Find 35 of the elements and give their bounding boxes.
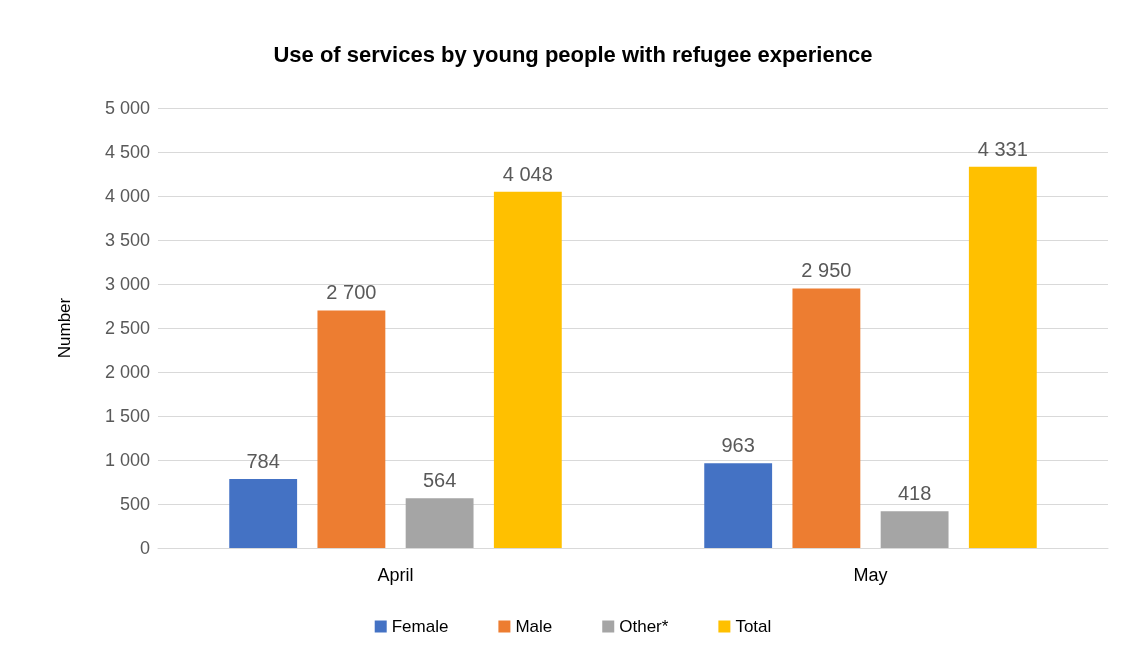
data-label: 4 331 (977, 137, 1028, 160)
bar (968, 166, 1037, 548)
data-label: 564 (422, 469, 457, 492)
y-tick-label: 0 (139, 538, 150, 558)
legend-label: Female (391, 617, 449, 636)
y-tick-label: 5 000 (104, 98, 150, 118)
y-tick-label: 1 500 (104, 406, 150, 426)
bar (405, 498, 474, 548)
x-tick-label: April (377, 565, 414, 585)
data-label: 418 (897, 482, 932, 505)
bar (229, 479, 298, 548)
bar (792, 288, 861, 548)
y-axis-title: Number (55, 297, 74, 359)
data-label: 2 700 (326, 281, 377, 304)
legend-label: Male (515, 617, 553, 636)
y-tick-label: 2 000 (104, 362, 150, 382)
legend-label: Other* (619, 617, 669, 636)
data-label: 963 (721, 434, 755, 457)
y-tick-label: 500 (119, 494, 150, 514)
y-tick-label: 4 500 (104, 142, 150, 162)
bar (704, 463, 773, 548)
bar (493, 191, 562, 548)
bar (880, 511, 949, 548)
y-tick-label: 1 000 (104, 450, 150, 470)
legend-label: Total (735, 617, 772, 636)
data-label: 2 950 (801, 259, 852, 282)
x-tick-label: May (853, 565, 888, 585)
data-label: 784 (246, 450, 280, 473)
y-tick-label: 4 000 (104, 186, 150, 206)
bar (317, 310, 386, 548)
data-label: 4 048 (502, 162, 553, 185)
y-tick-label: 3 000 (104, 274, 150, 294)
y-tick-label: 2 500 (104, 318, 150, 338)
chart-title: Use of services by young people with refugee experience (273, 41, 873, 67)
y-tick-label: 3 500 (104, 230, 150, 250)
